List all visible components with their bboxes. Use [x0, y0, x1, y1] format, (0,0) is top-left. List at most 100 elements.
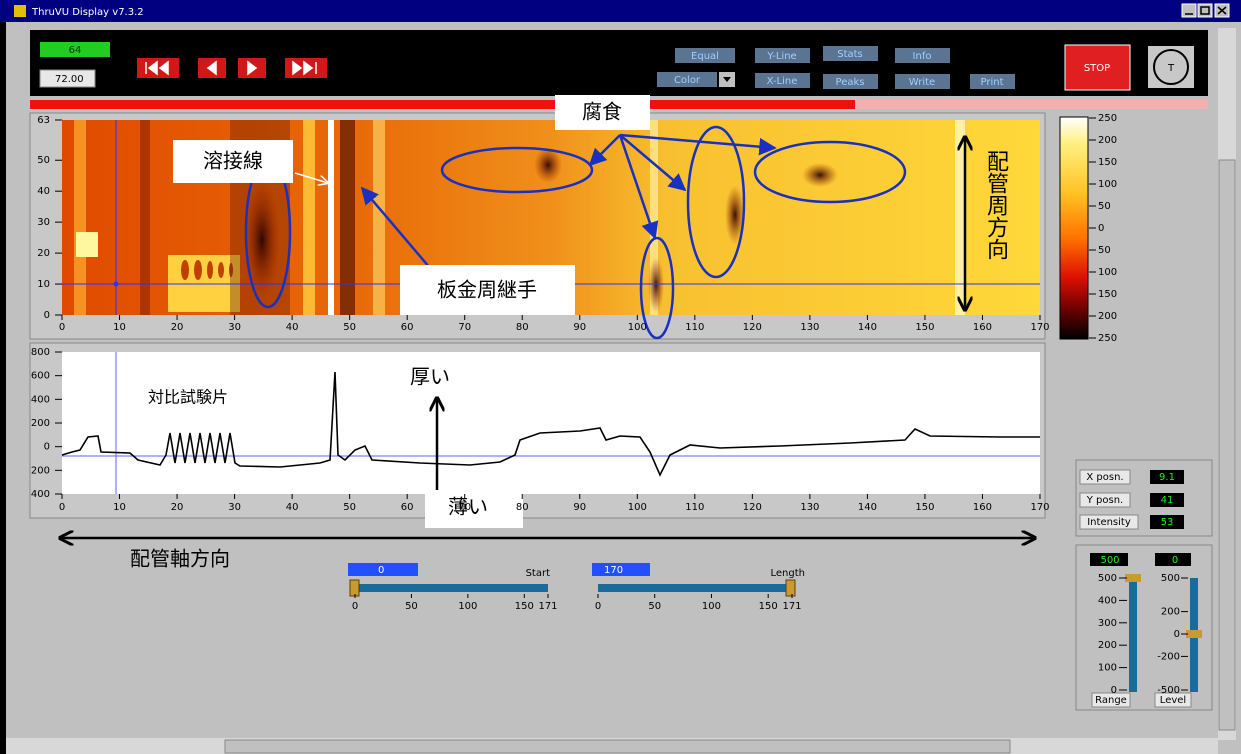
range-track[interactable]	[1129, 578, 1137, 692]
range-level-panel	[1075, 544, 1213, 711]
profile-y-tick-label: 200	[31, 465, 50, 476]
start-slider[interactable]: 0 Start	[348, 563, 550, 597]
profile-trace	[61, 371, 1040, 477]
colorbar-tick-label: 250	[1098, 113, 1117, 124]
colorbar	[1059, 116, 1089, 340]
label-box	[555, 95, 650, 130]
colorbar-tick-label: 100	[1098, 179, 1117, 190]
start-tick-label: 171	[538, 601, 557, 612]
write-button[interactable]: Write	[909, 77, 935, 88]
cscan-x-tick-label: 10	[113, 322, 126, 333]
color-dropdown[interactable]: Color	[674, 75, 701, 86]
profile-x-tick-label: 160	[973, 502, 992, 513]
range-tick-label: 500	[1098, 573, 1117, 584]
colorbar-tick-label: 250	[1098, 333, 1117, 344]
label-box	[400, 265, 575, 315]
profile-plot	[62, 352, 1040, 494]
level-tick-label: 0	[1174, 629, 1180, 640]
frame-indicator	[40, 42, 110, 57]
start-tick-label: 0	[352, 601, 358, 612]
stop-label: STOP	[1084, 63, 1110, 74]
profile-x-tick-label: 0	[59, 502, 65, 513]
reference-label: 対比試験片	[148, 388, 228, 407]
cscan-x-tick-label: 150	[915, 322, 934, 333]
cscan-x-tick-label: 170	[1030, 322, 1049, 333]
intensity-value: 53	[1161, 517, 1174, 528]
colorbar-tick-label: 50	[1098, 245, 1111, 256]
colorbar-tick-label: 200	[1098, 135, 1117, 146]
range-tick-label: 200	[1098, 640, 1117, 651]
transport-buttons[interactable]	[137, 58, 327, 78]
window-controls[interactable]	[1181, 3, 1230, 18]
weld-line-label: 溶接線	[203, 149, 263, 173]
cscan-x-tick-label: 90	[573, 322, 586, 333]
colorbar-tick-label: 100	[1098, 267, 1117, 278]
y-posn-label: Y posn.	[1086, 495, 1123, 506]
intensity-label: Intensity	[1087, 517, 1131, 528]
cscan-y-tick-label: 50	[37, 155, 50, 166]
profile-x-tick-label: 20	[171, 502, 184, 513]
profile-y-tick-label: 800	[31, 347, 50, 358]
app-icon	[14, 5, 26, 17]
corrosion-label: 腐食	[582, 100, 622, 124]
colorbar-tick-label: 200	[1098, 311, 1117, 322]
start-tick-label: 100	[458, 601, 477, 612]
profile-x-tick-label: 30	[228, 502, 241, 513]
profile-x-tick-label: 170	[1030, 502, 1049, 513]
window-border	[0, 22, 6, 754]
profile-x-tick-label: 150	[915, 502, 934, 513]
profile-x-tick-label: 70	[458, 502, 471, 513]
level-label: Level	[1160, 695, 1186, 706]
level-tick-label: 500	[1161, 573, 1180, 584]
y-line-button[interactable]: Y-Line	[766, 51, 796, 62]
cscan-x-tick-label: 60	[401, 322, 414, 333]
thick-label: 厚い	[410, 365, 450, 389]
position-value: 72.00	[55, 74, 84, 85]
cscan-x-tick-label: 70	[458, 322, 471, 333]
level-thumb[interactable]	[1186, 630, 1202, 638]
x-line-button[interactable]: X-Line	[767, 76, 798, 87]
equal-button[interactable]: Equal	[691, 51, 719, 62]
length-tick-label: 171	[782, 601, 801, 612]
print-button[interactable]: Print	[980, 77, 1003, 88]
profile-x-tick-label: 140	[858, 502, 877, 513]
range-tick-label: 100	[1098, 663, 1117, 674]
range-value[interactable]: 500	[1100, 555, 1119, 566]
peaks-button[interactable]: Peaks	[836, 77, 865, 88]
profile-x-tick-label: 10	[113, 502, 126, 513]
profile-y-tick-label: 400	[31, 489, 50, 500]
profile-x-tick-label: 50	[343, 502, 356, 513]
level-tick-label: -500	[1157, 685, 1180, 696]
cscan-y-tick-label: 40	[37, 186, 50, 197]
profile-y-tick-label: 400	[31, 394, 50, 405]
cscan-x-tick-label: 80	[516, 322, 529, 333]
length-tick-label: 100	[702, 601, 721, 612]
level-value[interactable]: 0	[1172, 555, 1178, 566]
toolbar-buttons[interactable]: Equal Y-Line Stats Info Color X-Line Pea…	[657, 46, 1015, 89]
progress-bar	[30, 100, 855, 109]
start-tick-label: 50	[405, 601, 418, 612]
length-slider[interactable]: 170 Length	[592, 563, 805, 597]
level-tick-label: 200	[1161, 607, 1180, 618]
profile-x-tick-label: 40	[286, 502, 299, 513]
profile-x-tick-label: 130	[800, 502, 819, 513]
axial-label: 配管軸方向	[130, 547, 230, 571]
position-input[interactable]	[39, 69, 96, 88]
stats-button[interactable]: Stats	[837, 49, 863, 60]
colorbar-tick-label: 150	[1098, 289, 1117, 300]
label-box	[425, 490, 523, 528]
logo: T	[1167, 63, 1175, 74]
info-button[interactable]: Info	[913, 51, 932, 62]
stop-button[interactable]	[1064, 44, 1131, 91]
range-thumb[interactable]	[1125, 574, 1141, 582]
profile-x-tick-label: 90	[573, 502, 586, 513]
start-value: 0	[378, 565, 384, 576]
length-tick-label: 150	[759, 601, 778, 612]
cscan-x-tick-label: 120	[743, 322, 762, 333]
cscan-x-tick-label: 30	[228, 322, 241, 333]
cscan-x-tick-label: 50	[343, 322, 356, 333]
cscan-y-tick-label: 30	[37, 217, 50, 228]
range-tick-label: 400	[1098, 595, 1117, 606]
length-tick-label: 0	[595, 601, 601, 612]
